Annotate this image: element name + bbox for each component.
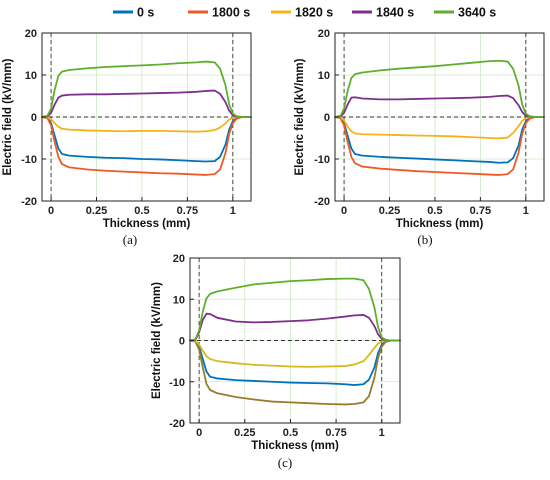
x-tick-label-2: 0.5 [427,205,442,217]
legend-label-1: 1800 s [212,6,250,20]
y-tick-label-2: 0 [31,112,37,124]
y-tick-label-4: 20 [173,253,185,265]
y-axis-label: Electric field (kV/mm) [294,58,306,175]
y-tick-label-1: -10 [169,377,185,389]
x-tick-label-0: 0 [341,205,347,217]
series-line-0 [41,116,252,163]
series-line-3 [189,312,401,342]
y-tick-label-2: 0 [324,112,330,124]
x-axis-label: Thickness (mm) [396,218,484,230]
x-tick-label-4: 1 [523,205,529,217]
legend-label-0: 0 s [137,6,154,20]
legend-label-2: 1820 s [295,6,333,20]
y-tick-label-0: -20 [314,196,330,208]
y-tick-label-4: 20 [25,28,37,40]
legend-label-4: 3640 s [458,6,496,20]
y-tick-label-3: 10 [318,70,330,82]
x-tick-label-4: 1 [379,427,385,439]
y-tick-label-4: 20 [318,28,330,40]
y-tick-label-1: -10 [21,154,37,166]
x-tick-label-3: 0.75 [470,205,491,217]
y-tick-label-3: 10 [173,294,185,306]
series-line-1 [334,116,545,176]
series-line-3 [334,94,545,118]
series-line-4 [334,59,545,118]
y-tick-label-0: -20 [169,418,185,430]
x-tick-label-1: 0.25 [234,427,255,439]
series-line-2 [189,339,401,368]
series-line-1 [189,339,401,406]
y-tick-label-3: 10 [25,70,37,82]
series-line-4 [189,277,401,342]
x-tick-label-0: 0 [48,205,54,217]
y-tick-label-2: 0 [179,336,185,348]
series-line-3 [41,89,252,118]
y-tick-label-1: -10 [314,154,330,166]
chart-panel-c: 0 0.25 0.5 0.75 1 -20 -10 0 10 20 Thickness (mm) El… [151,253,401,470]
panel-label-a: (a) [123,232,137,247]
x-tick-label-1: 0.25 [379,205,400,217]
y-axis-label: Electric field (kV/mm) [2,58,14,175]
chart-panel-a: 0 0.25 0.5 0.75 1 -20 -10 0 10 20 Thickness (mm) El… [2,28,252,247]
series-line-0 [334,116,545,164]
x-tick-label-3: 0.75 [325,427,346,439]
x-tick-label-0: 0 [196,427,202,439]
panel-label-b: (b) [417,232,432,247]
legend: 0 s 1800 s 1820 s 1840 s 3640 s [113,6,496,20]
y-tick-label-0: -20 [21,196,37,208]
series-line-0 [189,339,401,386]
x-axis-label: Thickness (mm) [103,218,191,230]
x-tick-label-2: 0.5 [134,205,149,217]
x-tick-label-1: 0.25 [86,205,107,217]
x-tick-label-3: 0.75 [177,205,198,217]
x-tick-label-2: 0.5 [283,427,298,439]
panel-label-c: (c) [278,455,292,470]
series-line-2 [41,116,252,133]
x-axis-label: Thickness (mm) [251,440,339,452]
legend-label-3: 1840 s [376,6,414,20]
y-axis-label: Electric field (kV/mm) [151,282,163,399]
x-tick-label-4: 1 [230,205,236,217]
series-line-2 [334,116,545,140]
series-line-4 [41,60,252,118]
series-line-1 [41,116,252,176]
chart-panel-b: 0 0.25 0.5 0.75 1 -20 -10 0 10 20 Thickness (mm) El… [294,28,545,247]
